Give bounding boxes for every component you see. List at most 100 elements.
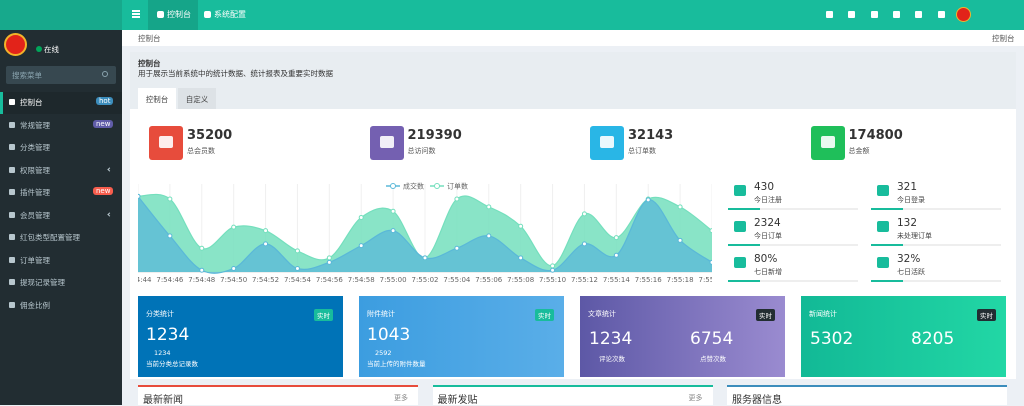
x-tick-label: 7:55:08	[507, 276, 534, 284]
point	[326, 255, 332, 261]
point	[550, 267, 556, 273]
more-link[interactable]: 更多	[394, 394, 408, 402]
stat-value: 35200	[187, 128, 233, 143]
area	[138, 194, 712, 272]
menu-badge: hot	[96, 97, 114, 105]
point	[138, 193, 141, 199]
toolbar-icon[interactable]	[915, 11, 922, 18]
x-tick-label: 7:55:16	[635, 276, 663, 284]
point	[709, 259, 712, 265]
point	[613, 252, 619, 258]
menu-item[interactable]: 会员管理	[20, 210, 50, 220]
mini-icon	[877, 257, 889, 268]
toolbar-icon[interactable]	[893, 11, 900, 18]
point	[645, 197, 651, 203]
toolbar-icon[interactable]	[848, 11, 855, 18]
breadcrumb[interactable]: 控制台	[138, 34, 161, 43]
avatar[interactable]	[4, 33, 27, 56]
point	[358, 243, 364, 249]
nav-tab-label[interactable]: 控制台	[167, 10, 191, 19]
breadcrumb-right: 控制台	[992, 34, 1015, 43]
box-title: 文章统计	[588, 310, 616, 318]
toolbar-icon[interactable]	[826, 11, 833, 18]
menu-item[interactable]: 分类管理	[20, 143, 50, 152]
stat-glyph	[820, 136, 835, 148]
point	[358, 214, 364, 220]
menu-toggle[interactable]	[132, 10, 140, 12]
menu-item[interactable]: 插件管理	[20, 188, 50, 197]
area-chart: 7:54:44 7:54:46 7:54:48 7:54:50 7:54:52 7:54:…	[138, 182, 712, 284]
panel-description: 用于展示当前系统中的统计数据、统计报表及重要实时数据	[138, 69, 333, 78]
point	[199, 245, 205, 251]
point	[294, 248, 300, 254]
menu-icon	[9, 166, 15, 173]
mini-bar	[728, 280, 858, 282]
point	[677, 237, 683, 243]
mini-value: 430	[754, 181, 775, 193]
box-sub-value: 2592	[375, 349, 392, 357]
mini-bar-fill	[871, 244, 903, 246]
nav-icon	[204, 11, 211, 18]
mini-bar-fill	[728, 208, 760, 210]
legend-label: 订单数	[447, 182, 468, 191]
menu-item[interactable]: 提现记录管理	[20, 278, 65, 287]
point	[167, 196, 173, 202]
point	[518, 223, 524, 229]
logo[interactable]	[0, 0, 122, 30]
point	[231, 265, 237, 271]
x-tick-label: 7:54:54	[284, 276, 312, 284]
point	[454, 245, 460, 251]
menu-icon	[9, 256, 15, 263]
x-tick-label: 7:54:52	[252, 276, 279, 284]
nav-icon	[157, 11, 164, 18]
search-box[interactable]	[6, 66, 116, 84]
active-menu[interactable]	[0, 92, 122, 114]
search-placeholder[interactable]: 搜索菜单	[12, 71, 42, 80]
menu-item[interactable]: 佣金比例	[20, 300, 50, 310]
toolbar-icon[interactable]	[938, 11, 945, 18]
point	[167, 233, 173, 239]
point	[677, 204, 683, 210]
mini-icon	[734, 257, 746, 268]
box-label: 评论次数	[599, 355, 625, 363]
toolbar-icon[interactable]	[871, 11, 878, 18]
info-box	[138, 296, 343, 377]
stat-label: 总会员数	[187, 147, 215, 155]
stat-glyph	[159, 136, 173, 148]
x-tick-label: 7:54:58	[348, 276, 375, 284]
menu-icon	[9, 234, 15, 240]
x-tick-label: 7:55:02	[412, 276, 439, 284]
panel-tab[interactable]: 控制台	[138, 88, 176, 109]
menu-item[interactable]: 红包类型配置管理	[20, 233, 80, 242]
mini-value: 2324	[754, 217, 781, 229]
more-link[interactable]: 更多	[688, 394, 703, 402]
mini-bar-fill	[728, 244, 760, 246]
mini-bar	[871, 280, 1001, 282]
point	[263, 241, 269, 247]
stat-value: 219390	[407, 128, 462, 143]
user-avatar[interactable]	[956, 7, 971, 22]
x-tick-label: 7:55:12	[571, 276, 598, 284]
mini-bar	[871, 244, 1001, 246]
nav-tab[interactable]	[148, 0, 198, 30]
x-tick-label: 7:54:44	[138, 276, 152, 284]
info-box	[801, 296, 1006, 377]
mini-label: 七日新增	[754, 268, 782, 276]
mini-label: 未处理订单	[897, 232, 932, 240]
search-icon	[102, 71, 108, 77]
point	[613, 235, 619, 241]
x-tick-label: 7:54:56	[316, 276, 344, 284]
point	[709, 228, 712, 234]
point	[326, 259, 332, 265]
panel-heading	[130, 52, 1016, 110]
panel-tab[interactable]: 自定义	[178, 88, 216, 109]
menu-icon	[9, 279, 15, 285]
stat-value: 174800	[848, 128, 903, 143]
menu-item[interactable]: 常规管理	[20, 120, 50, 130]
point	[486, 233, 492, 239]
menu-item[interactable]: 控制台	[20, 98, 43, 107]
box-tag: 实时	[756, 309, 775, 321]
menu-item[interactable]: 订单管理	[20, 255, 50, 265]
menu-item[interactable]: 权限管理	[20, 165, 50, 175]
nav-tab-label[interactable]: 系统配置	[214, 10, 246, 19]
